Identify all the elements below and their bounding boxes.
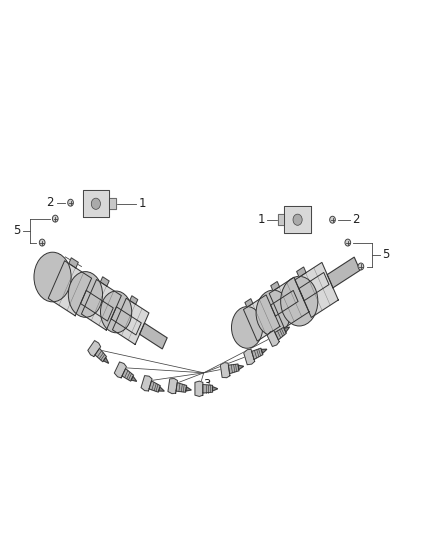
Polygon shape (83, 190, 109, 217)
Polygon shape (130, 296, 138, 304)
Polygon shape (271, 281, 279, 291)
Polygon shape (88, 341, 101, 357)
Polygon shape (95, 349, 106, 362)
Circle shape (39, 239, 45, 246)
Polygon shape (100, 277, 109, 286)
Polygon shape (245, 298, 253, 307)
Text: 5: 5 (382, 248, 390, 261)
Polygon shape (275, 327, 286, 340)
Polygon shape (69, 258, 78, 268)
Polygon shape (271, 290, 298, 316)
Polygon shape (168, 378, 177, 394)
Polygon shape (261, 349, 267, 353)
Circle shape (68, 199, 74, 206)
Polygon shape (299, 272, 329, 301)
Polygon shape (111, 307, 141, 335)
Polygon shape (327, 257, 360, 288)
Circle shape (345, 239, 351, 246)
Polygon shape (228, 364, 239, 374)
Text: 2: 2 (46, 196, 54, 209)
Polygon shape (269, 277, 309, 328)
Circle shape (293, 214, 302, 225)
Polygon shape (48, 261, 92, 316)
Text: 3: 3 (204, 378, 211, 391)
Polygon shape (195, 381, 203, 397)
Polygon shape (159, 387, 164, 391)
Polygon shape (109, 198, 116, 209)
Text: 4: 4 (54, 253, 62, 266)
Text: 4: 4 (340, 268, 348, 280)
Polygon shape (212, 386, 218, 391)
Text: 2: 2 (353, 213, 360, 226)
Polygon shape (244, 295, 280, 341)
Circle shape (53, 215, 58, 222)
Polygon shape (81, 279, 121, 330)
Polygon shape (114, 362, 127, 378)
Polygon shape (176, 383, 187, 392)
Polygon shape (81, 290, 113, 321)
Polygon shape (122, 369, 134, 381)
Ellipse shape (232, 306, 263, 348)
Ellipse shape (34, 252, 71, 302)
Circle shape (91, 198, 100, 209)
Polygon shape (284, 327, 290, 332)
Ellipse shape (68, 272, 102, 317)
Ellipse shape (256, 290, 290, 336)
Circle shape (330, 216, 336, 223)
Polygon shape (203, 384, 212, 393)
Ellipse shape (281, 276, 318, 326)
Polygon shape (141, 376, 152, 391)
Polygon shape (238, 365, 244, 369)
Polygon shape (267, 330, 279, 346)
Polygon shape (113, 298, 149, 344)
Polygon shape (244, 350, 254, 365)
Polygon shape (285, 206, 311, 233)
Polygon shape (149, 381, 160, 392)
Text: 1: 1 (138, 197, 146, 211)
Polygon shape (297, 267, 306, 277)
Polygon shape (103, 358, 109, 364)
Polygon shape (140, 323, 167, 349)
Polygon shape (131, 376, 137, 381)
Polygon shape (186, 387, 191, 391)
Circle shape (358, 263, 364, 270)
Polygon shape (278, 214, 285, 225)
Polygon shape (295, 262, 338, 318)
Polygon shape (252, 348, 263, 359)
Polygon shape (220, 362, 230, 378)
Text: 1: 1 (258, 213, 265, 226)
Ellipse shape (100, 291, 132, 333)
Text: 5: 5 (13, 224, 20, 237)
